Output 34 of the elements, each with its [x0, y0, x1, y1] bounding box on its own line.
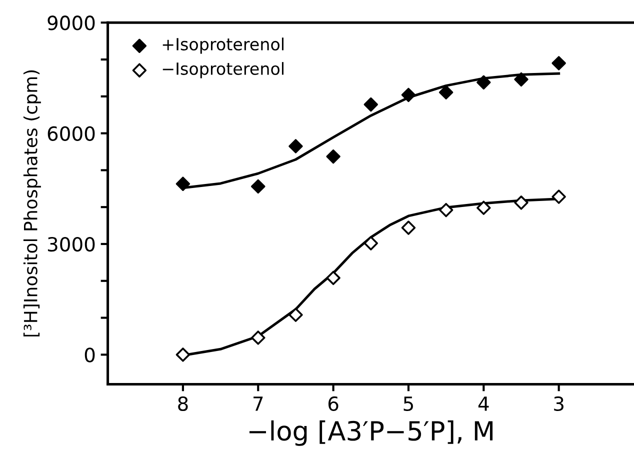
- point: [401, 88, 416, 102]
- x-tick-label: 4: [478, 396, 489, 411]
- point: [251, 179, 266, 194]
- y-axis-title: [³H]Inositol Phosphates (cpm): [23, 70, 41, 336]
- point: [552, 190, 566, 204]
- point: [514, 196, 528, 210]
- y-tick-label: 6000: [48, 126, 95, 141]
- point: [251, 330, 266, 345]
- x-axis-title: −log [A3′P−5′P], M: [249, 420, 493, 446]
- point: [176, 176, 190, 191]
- point: [288, 308, 303, 322]
- point: [476, 75, 491, 90]
- y-tick-label: 0: [84, 348, 95, 362]
- legend-label: −Isoproterenol: [162, 62, 284, 78]
- point: [438, 85, 454, 100]
- x-tick-label: 7: [254, 396, 263, 411]
- point: [476, 200, 491, 215]
- x-tick-label: 5: [404, 396, 413, 412]
- point: [364, 97, 378, 112]
- x-tick-label: 8: [178, 396, 188, 412]
- point: [514, 72, 528, 87]
- point: [438, 202, 454, 218]
- point: [364, 236, 378, 250]
- x-tick-label: 3: [554, 396, 564, 412]
- point: [326, 149, 340, 164]
- y-tick-label: 9000: [48, 16, 95, 30]
- legend-label: +Isoproterenol: [162, 38, 284, 54]
- x-tick-label: 6: [328, 396, 338, 412]
- point: [326, 270, 340, 286]
- point: [176, 348, 190, 362]
- point: [552, 56, 566, 70]
- point: [288, 139, 303, 154]
- y-tick-label: 3000: [48, 236, 95, 252]
- point: [401, 220, 416, 235]
